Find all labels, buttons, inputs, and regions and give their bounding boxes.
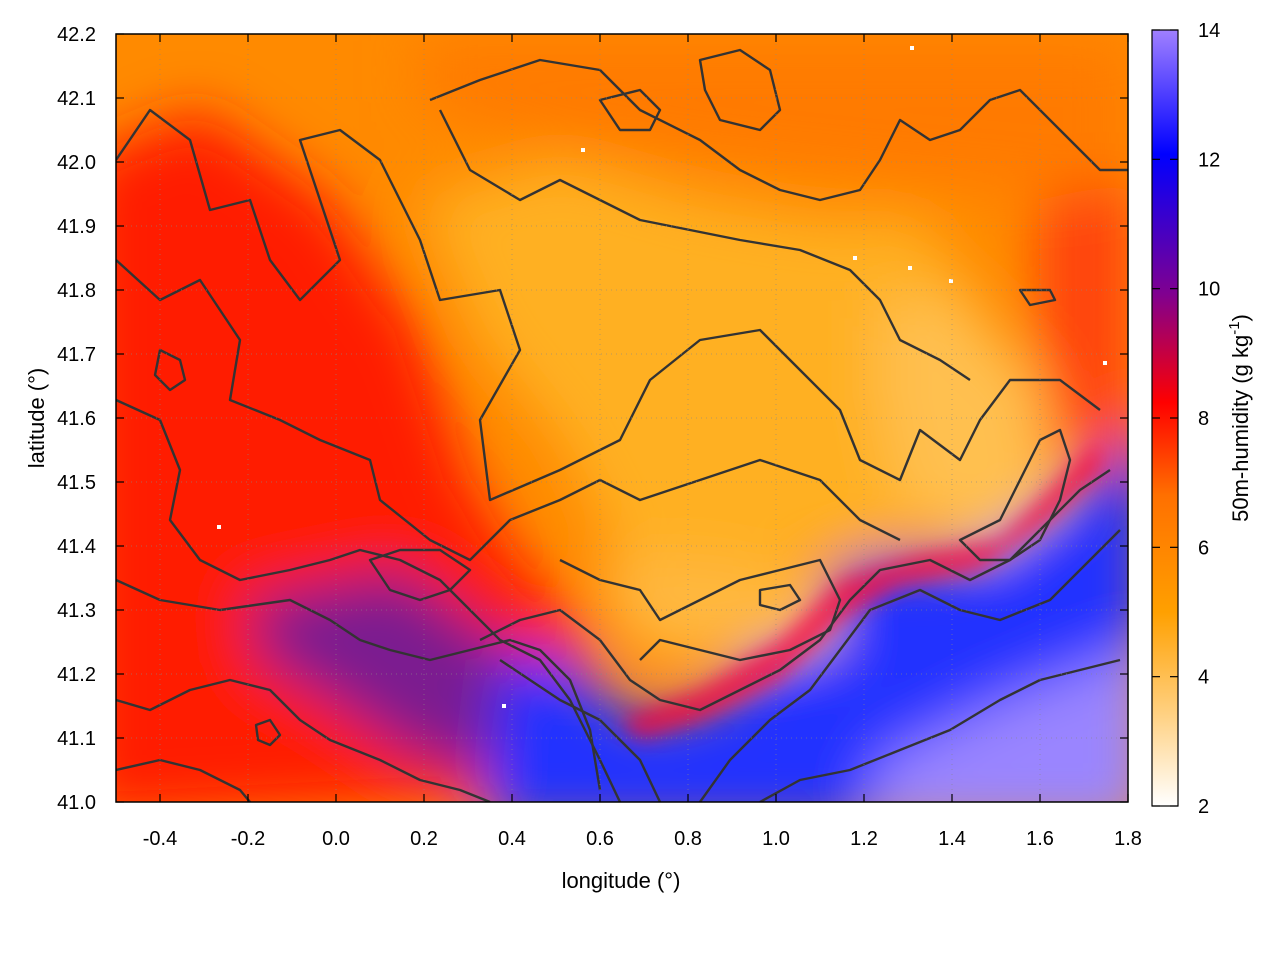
- y-tick-label: 41.0: [57, 792, 96, 814]
- y-axis: 41.0 41.1 41.2 41.3 41.4 41.5 41.6 41.7 41.8 41.9…: [57, 24, 1128, 814]
- colorbar-title-main: 50m-humidity (g kg: [1228, 335, 1253, 522]
- station-marker: [949, 279, 953, 283]
- contour-line: [758, 583, 802, 612]
- y-tick-label: 41.7: [57, 344, 96, 366]
- contour-line: [499, 659, 662, 802]
- y-tick-label: 41.3: [57, 600, 96, 622]
- station-marker: [853, 256, 857, 260]
- station-marker: [910, 46, 914, 50]
- colorbar-title: 50m-humidity (g kg-1): [1226, 314, 1253, 522]
- y-tick-label: 42.2: [57, 24, 96, 46]
- contour-line: [438, 109, 971, 381]
- y-tick-label: 41.2: [57, 664, 96, 686]
- x-tick-label: 1.6: [1026, 828, 1054, 850]
- x-tick-label: 0.8: [674, 828, 702, 850]
- colorbar-tick-label: 12: [1198, 149, 1220, 171]
- colorbar: 2 4 6 8 10 12 14 50m-humidity (g kg-1): [1151, 20, 1253, 818]
- field-north: [420, 40, 1128, 200]
- x-axis-title: longitude (°): [562, 868, 681, 893]
- x-tick-label: -0.4: [143, 828, 177, 850]
- contour-line: [116, 259, 901, 562]
- contour-line: [559, 558, 842, 662]
- colorbar-ticks: 2 4 6 8 10 12 14: [1152, 20, 1220, 818]
- contour-line: [116, 398, 622, 802]
- colorbar-tick-label: 4: [1198, 667, 1209, 689]
- y-tick-label: 41.1: [57, 728, 96, 750]
- colorbar-tick-label: 10: [1198, 279, 1220, 301]
- x-tick-label: 1.4: [938, 828, 966, 850]
- contour-line: [479, 469, 1111, 712]
- y-tick-label: 41.6: [57, 408, 96, 430]
- contour-line: [958, 428, 1072, 562]
- field-open-sea: [868, 648, 1128, 802]
- station-markers: [217, 46, 1107, 708]
- station-marker: [908, 266, 912, 270]
- contour-line: [254, 718, 282, 747]
- x-tick-label: -0.2: [231, 828, 265, 850]
- station-marker: [502, 704, 506, 708]
- contour-line: [759, 658, 1121, 802]
- contour-line: [153, 348, 187, 392]
- contour-line: [116, 678, 491, 802]
- contour-line: [699, 529, 1121, 802]
- x-tick-label: 1.0: [762, 828, 790, 850]
- x-axis: -0.4 -0.2 0.0 0.2 0.4 0.6 0.8 1.0 1.2 1.4 1.6 1.8: [143, 34, 1142, 850]
- field-east-edge: [1040, 180, 1128, 460]
- field-very-moist-band: [250, 570, 560, 780]
- contour-line: [116, 758, 251, 802]
- station-marker: [1103, 361, 1107, 365]
- y-axis-title: latitude (°): [24, 368, 49, 469]
- station-marker: [581, 148, 585, 152]
- contour-line: [598, 88, 662, 132]
- field-driest-east: [880, 300, 1060, 560]
- y-tick-label: 41.5: [57, 472, 96, 494]
- field-dry-interior: [420, 160, 1000, 600]
- contour-line: [698, 48, 782, 132]
- field-driest-patch: [600, 560, 840, 660]
- y-tick-label: 41.4: [57, 536, 96, 558]
- contour-line: [368, 548, 472, 602]
- humidity-field: [116, 34, 1128, 802]
- x-tick-label: 1.2: [850, 828, 878, 850]
- station-marker: [217, 525, 221, 529]
- colorbar-title-superscript: -1: [1226, 321, 1243, 334]
- x-tick-label: 0.4: [498, 828, 526, 850]
- x-tick-label: 1.8: [1114, 828, 1142, 850]
- x-tick-label: 0.6: [586, 828, 614, 850]
- colorbar-tick-label: 14: [1198, 20, 1220, 42]
- y-tick-label: 42.1: [57, 88, 96, 110]
- y-tick-label: 41.8: [57, 280, 96, 302]
- y-tick-label: 42.0: [57, 152, 96, 174]
- x-tick-label: 0.2: [410, 828, 438, 850]
- contour-line: [116, 108, 1101, 502]
- colorbar-tick-label: 8: [1198, 408, 1209, 430]
- x-tick-label: 0.0: [322, 828, 350, 850]
- colorbar-tick-label: 2: [1198, 796, 1209, 818]
- colorbar-title-end: ): [1228, 314, 1253, 321]
- y-tick-label: 41.9: [57, 216, 96, 238]
- colorbar-tick-label: 6: [1198, 537, 1209, 559]
- contour-line: [116, 578, 602, 791]
